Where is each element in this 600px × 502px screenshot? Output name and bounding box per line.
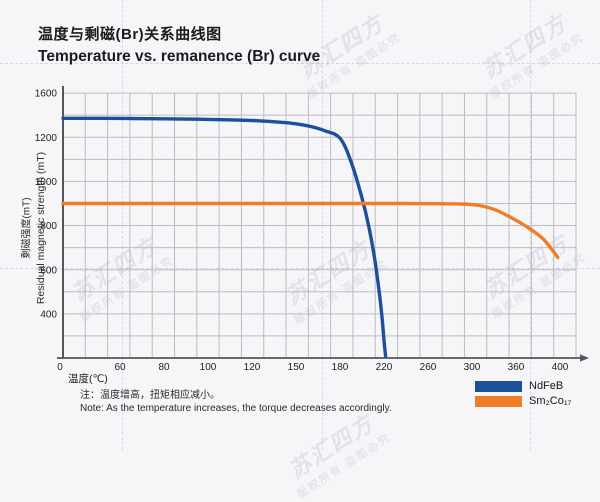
x-tick-label: 0: [57, 362, 63, 373]
legend-label-sm2co17: Sm₂Co₁₇: [529, 395, 572, 407]
x-tick-label: 150: [288, 362, 305, 373]
legend-item-sm2co17: Sm₂Co₁₇: [475, 395, 571, 407]
x-tick-label: 60: [114, 362, 126, 373]
legend-swatch-sm2co17: [475, 395, 522, 407]
x-tick-label: 260: [420, 362, 437, 373]
y-tick-label: 1200: [35, 133, 58, 144]
legend-swatch-ndfeb: [475, 380, 522, 392]
x-tick-label: 360: [508, 362, 525, 373]
legend: NdFeB Sm₂Co₁₇: [475, 380, 571, 407]
curve-ndfeb: [61, 116, 388, 358]
x-tick-label: 400: [552, 362, 569, 373]
x-axis-arrow-icon: [580, 354, 589, 362]
x-tick-label: 120: [244, 362, 261, 373]
y-tick-label: 1600: [35, 89, 58, 100]
y-tick-label: 1000: [35, 177, 58, 188]
page-title-zh: 温度与剩磁(Br)关系曲线图: [38, 26, 222, 43]
legend-label-ndfeb: NdFeB: [529, 380, 564, 392]
y-tick-label: 600: [40, 265, 57, 276]
x-tick-label: 80: [158, 362, 170, 373]
note-block: 注：温度增高，扭矩相应减小。 Note: As the temperature …: [80, 390, 392, 415]
x-axis-title: 温度(℃): [68, 373, 108, 385]
page-title-en: Temperature vs. remanence (Br) curve: [38, 47, 321, 65]
x-tick-label: 100: [200, 362, 217, 373]
x-tick-label: 220: [376, 362, 393, 373]
title-block: 温度与剩磁(Br)关系曲线图 Temperature vs. remanence…: [38, 24, 320, 68]
chart-canvas: 1600 1200 1000 800 600 400 0 60 80 100 120 150 180 22…: [35, 86, 589, 373]
curve-smco: [61, 201, 560, 260]
legend-item-ndfeb: NdFeB: [475, 380, 571, 392]
x-tick-label: 180: [332, 362, 349, 373]
note-en: Note: As the temperature increases, the …: [80, 402, 392, 414]
y-tick-label: 400: [40, 309, 57, 320]
note-zh: 注：温度增高，扭矩相应减小。: [80, 390, 220, 401]
x-tick-label: 300: [464, 362, 481, 373]
y-tick-label: 800: [40, 221, 57, 232]
